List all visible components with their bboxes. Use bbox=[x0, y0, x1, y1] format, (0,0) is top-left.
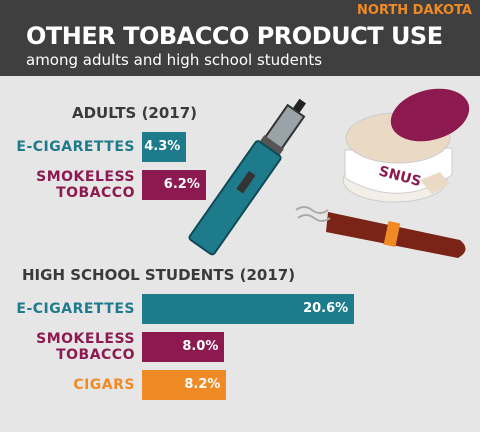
cigar bbox=[295, 206, 466, 258]
category-label: SMOKELESS TOBACCO bbox=[36, 169, 135, 201]
state-label: NORTH DAKOTA bbox=[357, 3, 472, 18]
value-label: 20.6% bbox=[303, 301, 349, 316]
bar bbox=[142, 294, 355, 324]
category-label: E-CIGARETTES bbox=[16, 139, 135, 155]
value-label: 8.0% bbox=[182, 339, 219, 354]
value-label: 4.3% bbox=[144, 139, 181, 154]
e-cigarette bbox=[188, 98, 307, 256]
value-label: 6.2% bbox=[163, 177, 200, 192]
group-title: ADULTS (2017) bbox=[72, 104, 198, 122]
category-label: E-CIGARETTES bbox=[16, 301, 135, 317]
bar bbox=[142, 170, 206, 200]
value-label: 8.2% bbox=[184, 377, 221, 392]
subtitle: among adults and high school students bbox=[26, 51, 323, 69]
snus-tin: SNUS bbox=[342, 88, 470, 203]
category-label: CIGARS bbox=[73, 377, 135, 393]
group-title: HIGH SCHOOL STUDENTS (2017) bbox=[22, 266, 296, 284]
category-label: SMOKELESS TOBACCO bbox=[36, 331, 135, 363]
bar bbox=[142, 332, 225, 362]
bar bbox=[142, 132, 187, 162]
header bbox=[0, 0, 480, 76]
bar bbox=[142, 370, 227, 400]
title: OTHER TOBACCO PRODUCT USE bbox=[26, 22, 443, 50]
